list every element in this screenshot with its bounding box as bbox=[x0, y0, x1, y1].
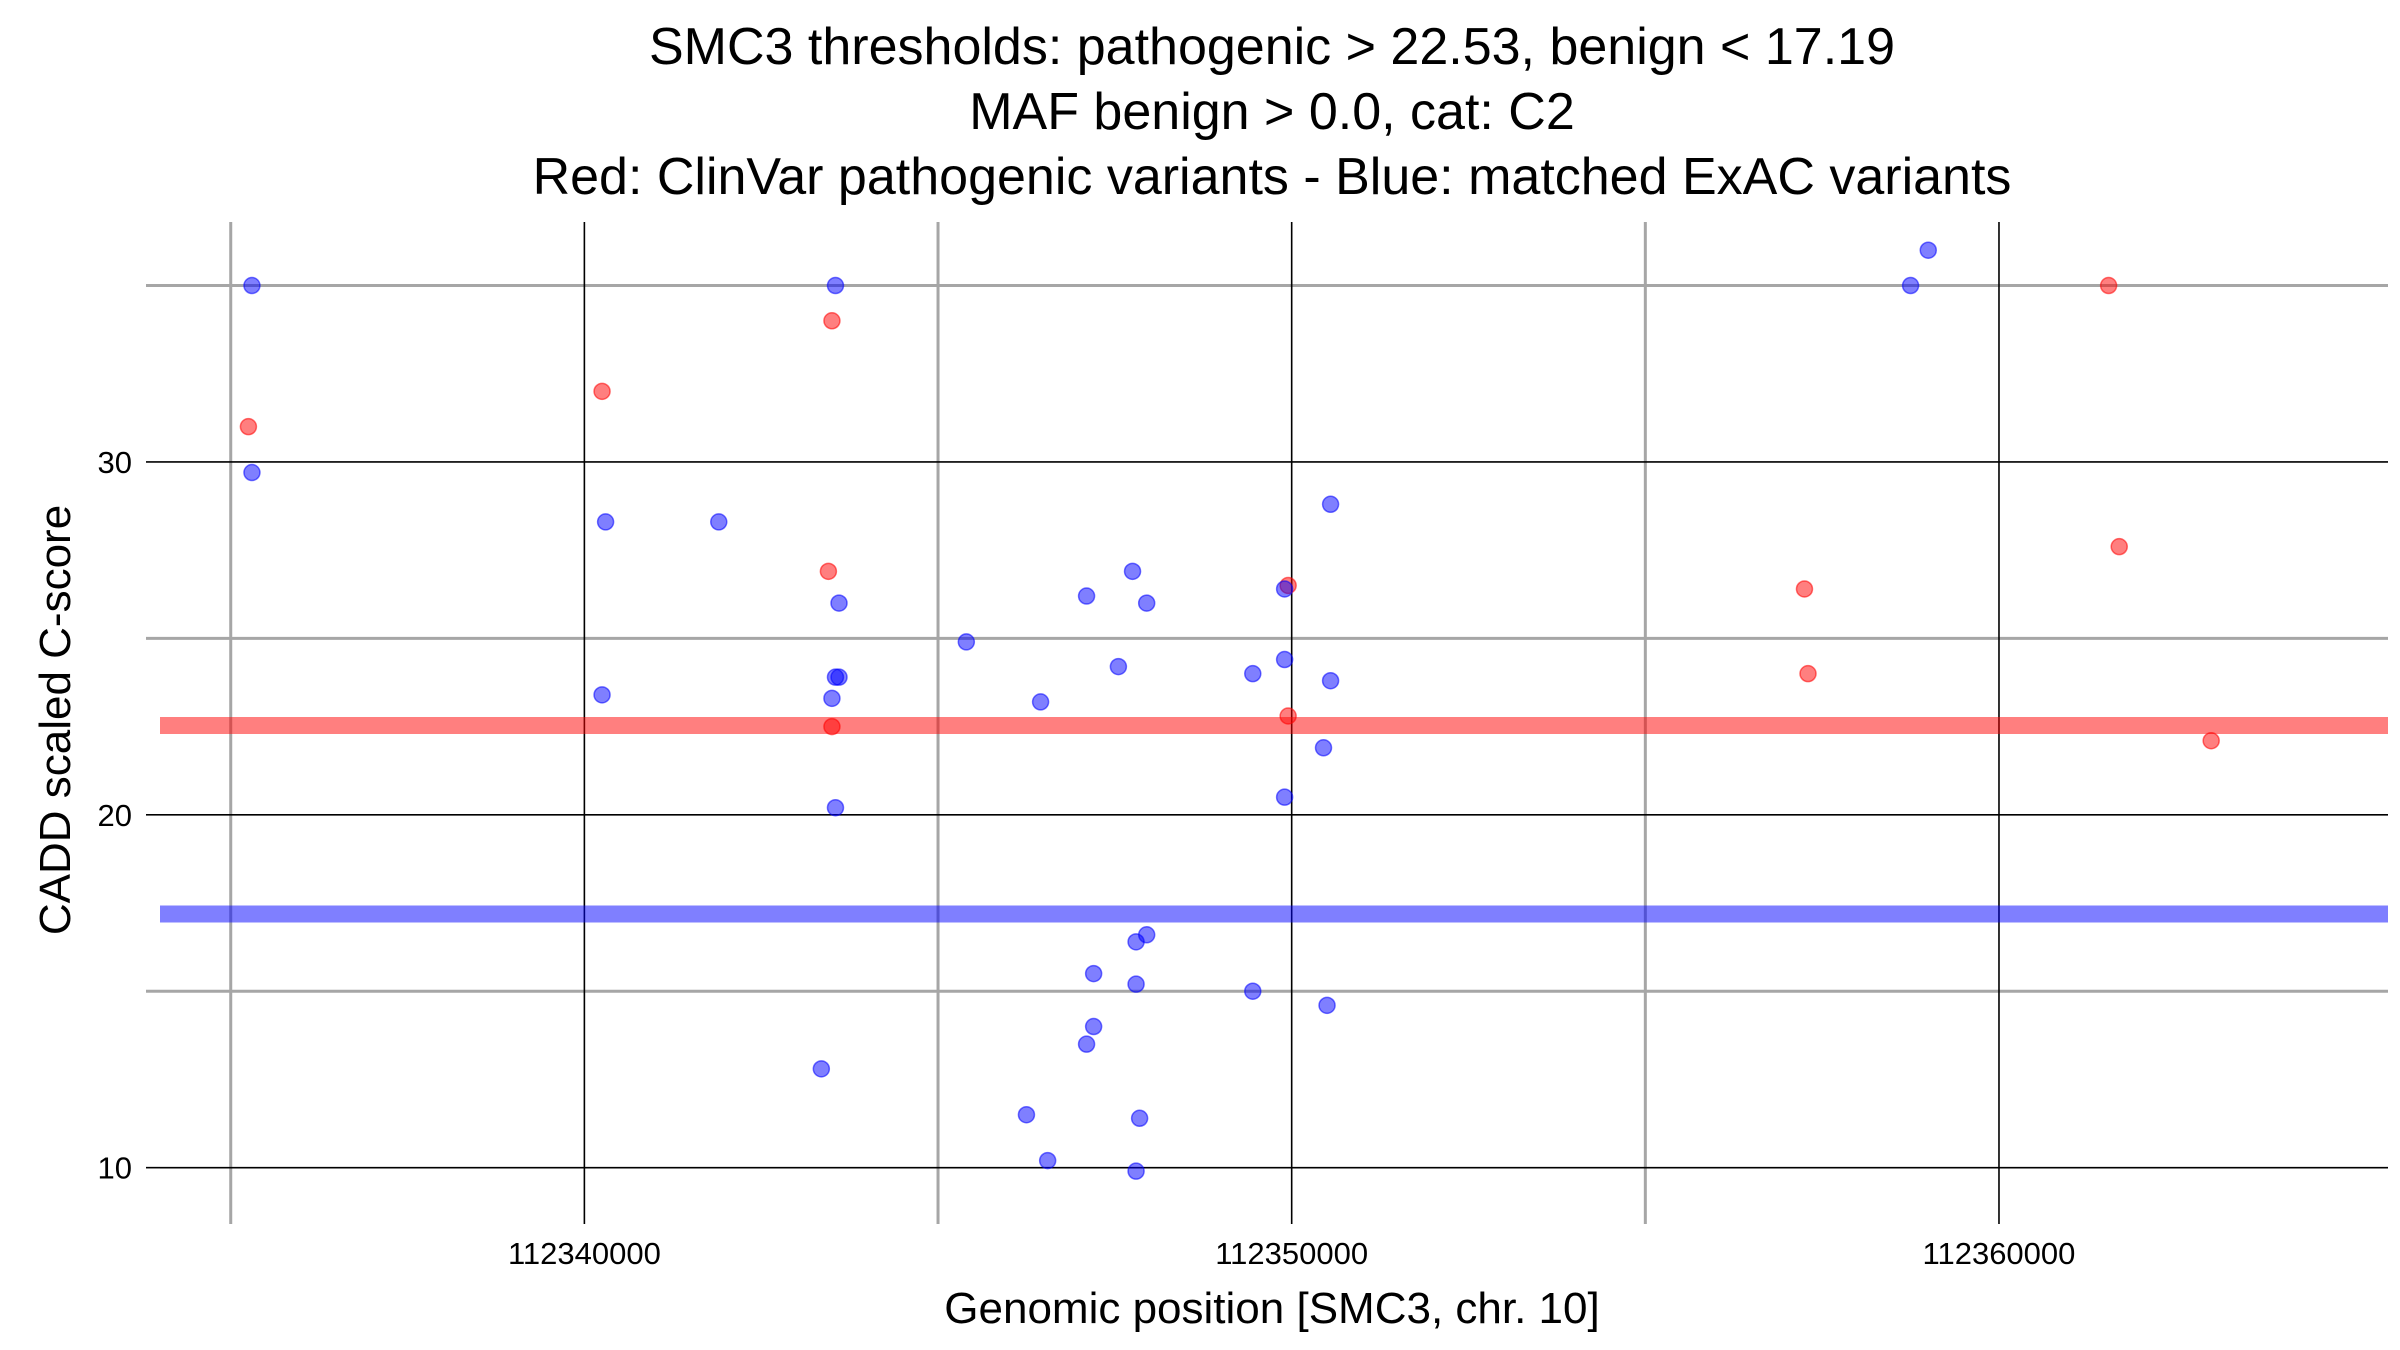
benign-point bbox=[1321, 495, 1340, 514]
benign-point bbox=[1919, 241, 1938, 259]
pathogenic-point bbox=[1279, 707, 1297, 725]
pathogenic-point bbox=[823, 312, 841, 330]
pathogenic-point bbox=[2110, 537, 2128, 556]
x-tick-labels: 112340000 112350000 112360000 bbox=[508, 1236, 2075, 1271]
pathogenic-point bbox=[2099, 276, 2118, 295]
benign-point bbox=[596, 513, 615, 531]
benign-point bbox=[1275, 580, 1294, 598]
x-tick-label: 112360000 bbox=[1923, 1236, 2076, 1271]
benign-point bbox=[1031, 693, 1050, 711]
y-axis-title: CADD scaled C-score bbox=[31, 505, 80, 935]
benign-point bbox=[710, 513, 728, 531]
benign-point bbox=[1137, 594, 1156, 612]
x-tick-label: 112340000 bbox=[508, 1236, 661, 1271]
benign-point bbox=[826, 798, 845, 817]
y-tick-labels: 10 20 30 bbox=[98, 445, 132, 1186]
benign-point bbox=[1275, 788, 1294, 806]
benign-point bbox=[1109, 657, 1128, 676]
pathogenic-point bbox=[239, 417, 258, 436]
benign-point bbox=[1901, 276, 1920, 295]
chart-title-line-2: MAF benign > 0.0, cat: C2 bbox=[969, 83, 1575, 141]
benign-point bbox=[830, 668, 848, 686]
benign-point bbox=[957, 633, 976, 651]
benign-point bbox=[243, 463, 261, 482]
benign-point bbox=[1123, 562, 1142, 581]
chart-title-line-1: SMC3 thresholds: pathogenic > 22.53, ben… bbox=[649, 18, 1895, 76]
pathogenic-point bbox=[1795, 580, 1814, 598]
benign-point bbox=[823, 689, 841, 708]
pathogenic-point bbox=[1799, 664, 1817, 683]
pathogenic-point bbox=[819, 562, 838, 581]
benign-point bbox=[1084, 1017, 1103, 1036]
pathogenic-point bbox=[823, 717, 841, 736]
benign-point bbox=[1127, 933, 1145, 951]
chart-title-line-3: Red: ClinVar pathogenic variants - Blue:… bbox=[533, 148, 2012, 206]
benign-point bbox=[1244, 982, 1262, 1000]
benign-point bbox=[1275, 650, 1294, 669]
y-tick-label: 20 bbox=[98, 798, 132, 833]
x-axis-title: Genomic position [SMC3, chr. 10] bbox=[944, 1284, 1599, 1333]
benign-point bbox=[243, 276, 261, 295]
axis-tick-marks bbox=[146, 284, 2000, 1224]
benign-point bbox=[1127, 1162, 1145, 1180]
benign-point bbox=[1314, 739, 1333, 757]
benign-point bbox=[1017, 1105, 1036, 1124]
x-tick-label: 112350000 bbox=[1215, 1236, 1368, 1271]
benign-point bbox=[826, 276, 845, 295]
minor-gridlines bbox=[160, 222, 2388, 1210]
benign-point bbox=[1077, 587, 1096, 605]
benign-point bbox=[1321, 671, 1340, 690]
pathogenic-point bbox=[593, 382, 611, 401]
benign-point bbox=[1038, 1151, 1057, 1170]
y-tick-label: 30 bbox=[98, 445, 132, 480]
threshold-lines bbox=[160, 717, 2388, 923]
data-points bbox=[239, 241, 2220, 1180]
benign-point bbox=[1130, 1109, 1149, 1128]
benign-point bbox=[1318, 996, 1336, 1015]
benign-point bbox=[1127, 975, 1145, 993]
major-gridlines bbox=[160, 222, 2388, 1210]
benign-point bbox=[1084, 964, 1103, 983]
benign-point bbox=[1077, 1035, 1096, 1053]
benign-point bbox=[593, 686, 611, 704]
pathogenic-point bbox=[2202, 731, 2220, 750]
benign-point bbox=[1244, 664, 1262, 683]
y-tick-label: 10 bbox=[98, 1151, 132, 1186]
benign-point bbox=[830, 594, 848, 612]
benign-point bbox=[812, 1060, 831, 1078]
